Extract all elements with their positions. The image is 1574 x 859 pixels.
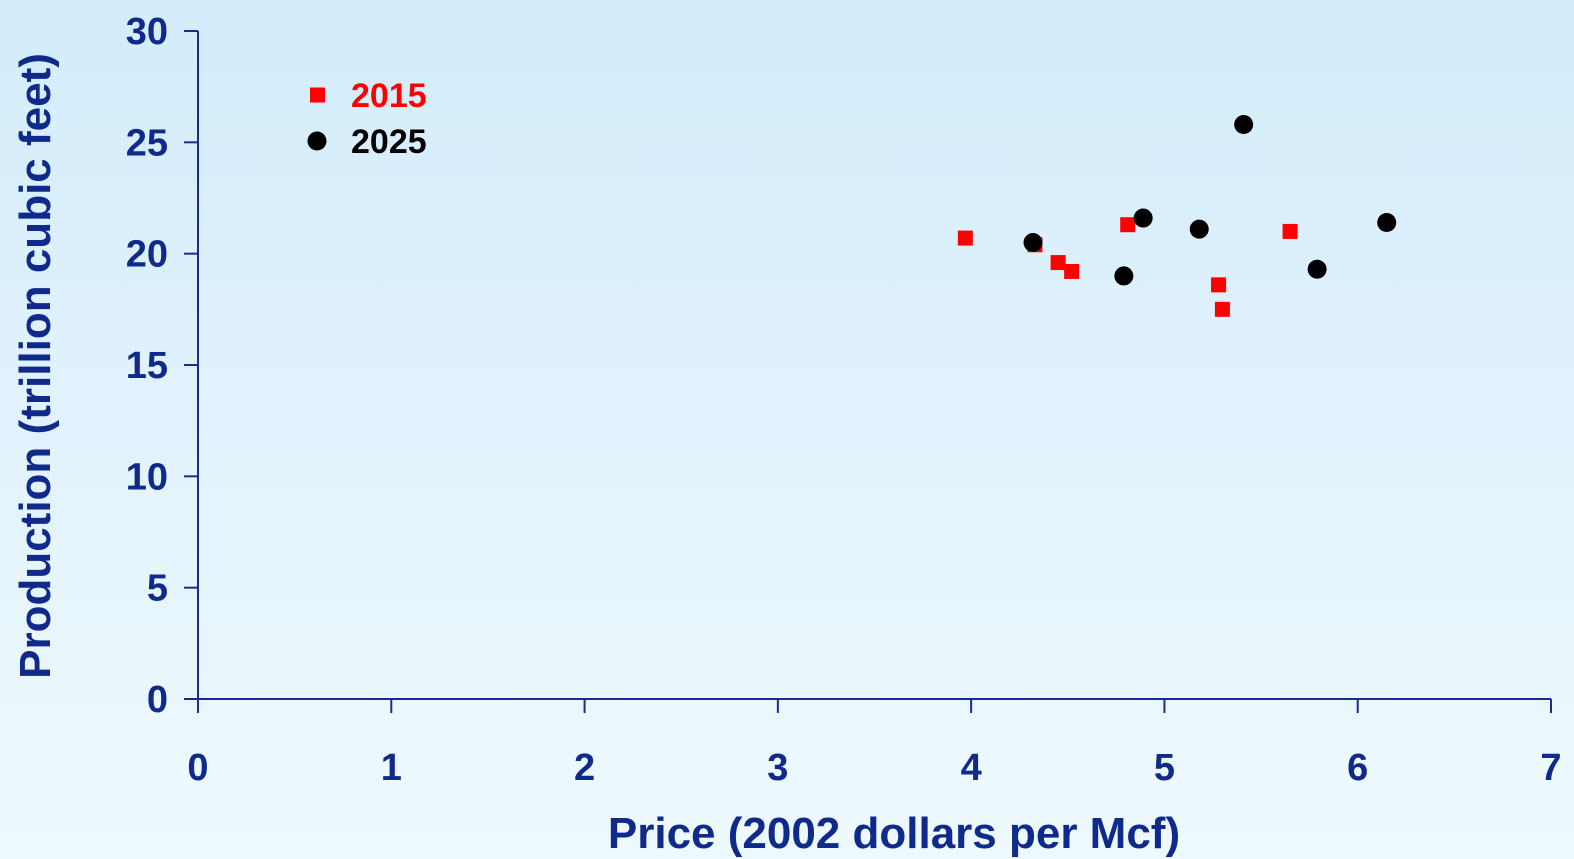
legend: 2015 2025 <box>307 77 427 161</box>
data-point-2025 <box>1234 115 1254 135</box>
series-2025 <box>1023 115 1397 286</box>
y-tick-label: 30 <box>126 11 168 53</box>
legend-item-2015: 2015 <box>310 77 427 115</box>
y-axis-ticks: 0 5 10 15 20 25 30 <box>126 11 198 721</box>
data-point-2025 <box>1133 208 1153 228</box>
legend-label: 2015 <box>351 77 427 115</box>
legend-item-2025: 2025 <box>307 123 427 161</box>
y-axis-title: Production (trillion cubic feet) <box>11 53 60 679</box>
data-point-2015 <box>1214 301 1230 317</box>
x-axis-ticks: 0 1 2 3 4 5 6 7 <box>187 699 1562 789</box>
data-point-2025 <box>1114 266 1134 286</box>
y-tick-label: 20 <box>126 234 168 276</box>
data-point-2015 <box>957 230 973 246</box>
data-point-2025 <box>1189 219 1209 239</box>
legend-marker <box>307 131 327 151</box>
x-tick-label: 2 <box>574 747 595 789</box>
data-point-2015 <box>1050 255 1066 271</box>
data-point-2025 <box>1023 233 1043 253</box>
y-tick-label: 25 <box>126 122 168 164</box>
data-point-2025 <box>1307 259 1327 279</box>
x-tick-label: 1 <box>381 747 402 789</box>
y-tick-label: 15 <box>126 345 168 387</box>
x-axis-title: Price (2002 dollars per Mcf) <box>608 809 1180 858</box>
y-tick-label: 5 <box>147 568 168 610</box>
x-tick-label: 6 <box>1347 747 1368 789</box>
data-points <box>957 115 1397 317</box>
y-tick-label: 10 <box>126 456 168 498</box>
x-tick-label: 4 <box>961 747 982 789</box>
legend-marker <box>310 87 325 103</box>
data-point-2015 <box>1064 263 1080 279</box>
y-tick-label: 0 <box>147 679 168 721</box>
series-2015 <box>957 217 1298 317</box>
data-point-2025 <box>1377 212 1397 232</box>
data-point-2015 <box>1211 277 1227 293</box>
x-tick-label: 0 <box>187 747 208 789</box>
data-point-2015 <box>1120 217 1136 233</box>
x-tick-label: 3 <box>767 747 788 789</box>
data-point-2015 <box>1282 223 1298 239</box>
x-tick-label: 5 <box>1154 747 1175 789</box>
legend-label: 2025 <box>351 123 427 161</box>
x-tick-label: 7 <box>1540 747 1561 789</box>
